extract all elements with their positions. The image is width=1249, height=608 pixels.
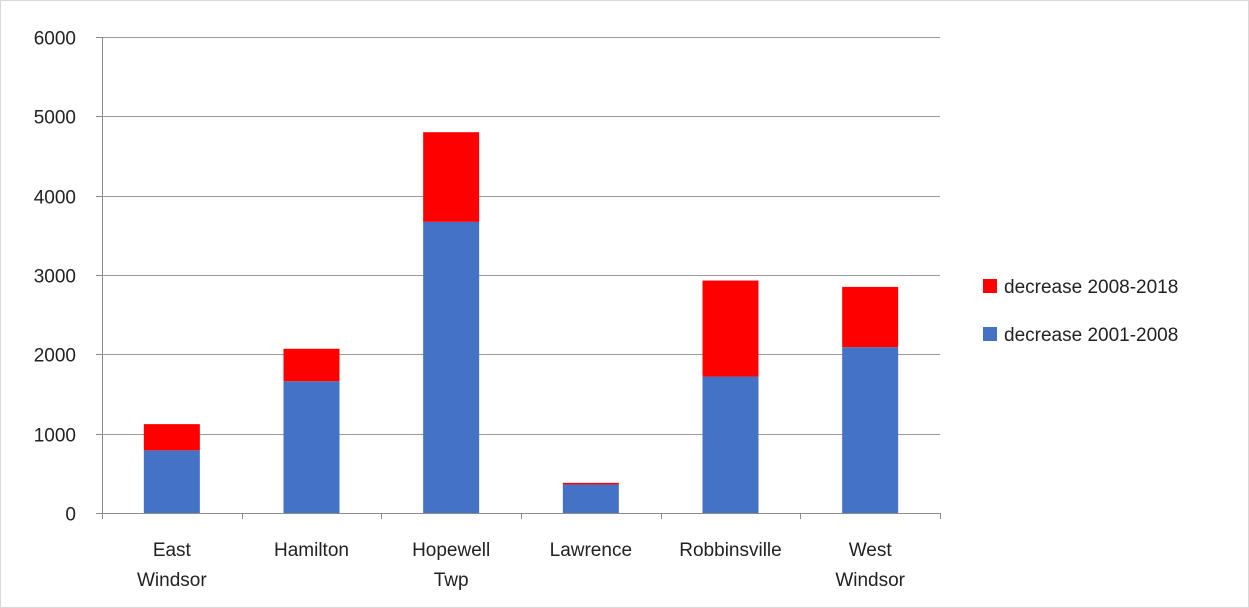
y-tick-label: 3000 — [34, 267, 76, 288]
bar-segment-decrease-2008-2018 — [143, 424, 200, 451]
gridlines — [102, 37, 940, 435]
y-tick-labels: 0 1000 2000 3000 4000 5000 6000 — [34, 29, 76, 526]
x-tick-label: Hopewell — [412, 540, 490, 561]
x-tick-label: Windsor — [137, 570, 207, 591]
bar-segment-decrease-2008-2018 — [702, 280, 759, 377]
legend-label: decrease 2001-2008 — [1004, 325, 1178, 346]
y-tick-label: 4000 — [34, 188, 76, 209]
legend: decrease 2008-2018 decrease 2001-2008 — [983, 277, 1178, 346]
bar-segment-decrease-2001-2008 — [283, 381, 340, 513]
bar-segment-decrease-2001-2008 — [423, 221, 480, 513]
y-tick-label: 0 — [65, 505, 76, 526]
x-tick-labels: East Windsor Hamilton Hopewell Twp Lawrence Ro… — [137, 540, 906, 591]
x-tick-label: Robbinsville — [679, 540, 781, 561]
bar-segment-decrease-2001-2008 — [702, 376, 759, 513]
legend-swatch — [983, 327, 997, 341]
bar-segment-decrease-2001-2008 — [143, 450, 200, 513]
bar-segment-decrease-2008-2018 — [842, 286, 899, 348]
legend-label: decrease 2008-2018 — [1004, 277, 1178, 298]
axes — [96, 37, 941, 519]
bar-segment-decrease-2001-2008 — [562, 484, 619, 513]
x-tick-label: Lawrence — [550, 540, 632, 561]
x-tick-label: Windsor — [835, 570, 905, 591]
x-tick-label: East — [153, 540, 192, 561]
bar-segment-decrease-2008-2018 — [562, 482, 619, 485]
x-tick-label: Twp — [434, 570, 469, 591]
y-tick-label: 6000 — [34, 29, 76, 50]
x-tick-label: Hamilton — [274, 540, 349, 561]
bar-segment-decrease-2008-2018 — [283, 348, 340, 382]
y-tick-label: 5000 — [34, 108, 76, 129]
legend-swatch — [983, 279, 997, 293]
bar-segment-decrease-2008-2018 — [423, 132, 480, 222]
bar-segment-decrease-2001-2008 — [842, 347, 899, 513]
x-tick-label: West — [849, 540, 893, 561]
y-tick-label: 1000 — [34, 426, 76, 447]
bar-stacks — [143, 132, 899, 513]
y-tick-label: 2000 — [34, 346, 76, 367]
